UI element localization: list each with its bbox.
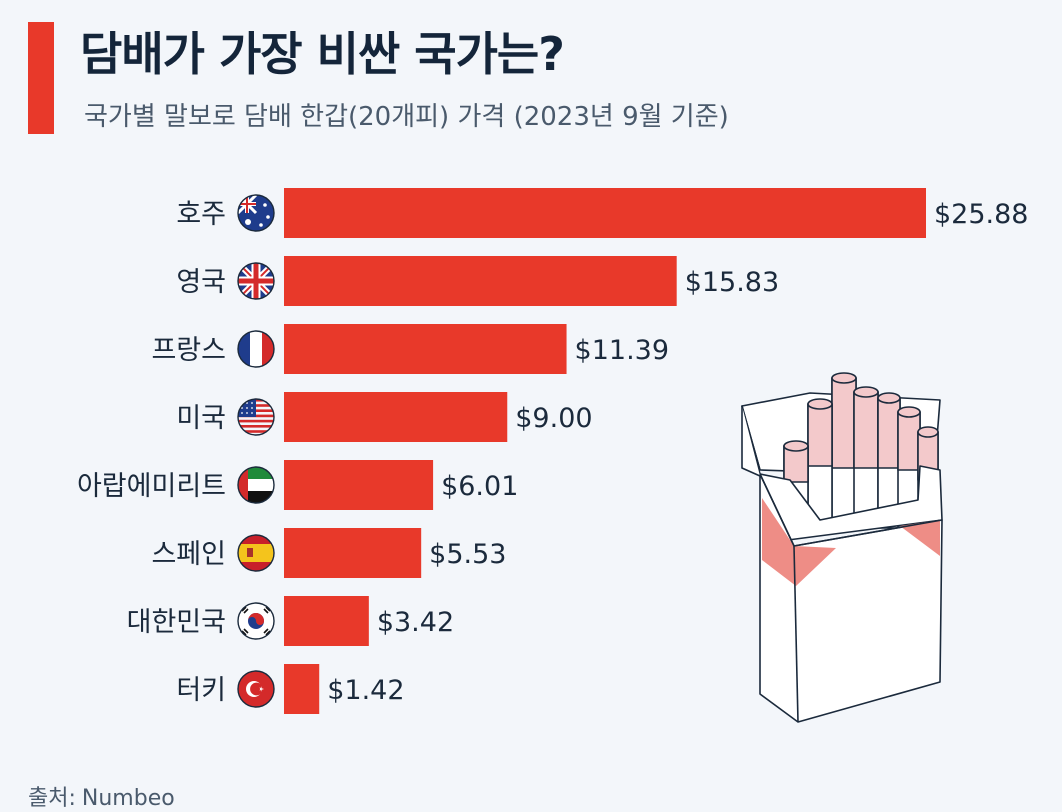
bar-turkey: [284, 664, 320, 714]
bars-layer: 호주 $25.88 영국 $15.83 프랑스 $11.39 미국 $9.00 아랍에미리트 $6…: [77, 188, 1028, 714]
bar-uae: [284, 460, 434, 510]
source-note: 출처: Numbeo: [28, 780, 175, 812]
category-label-korea: 대한민국: [127, 607, 226, 638]
turkey-flag-icon: [237, 670, 275, 708]
source-value: Numbeo: [81, 786, 175, 811]
value-label-australia: $25.88: [934, 199, 1028, 230]
category-label-australia: 호주: [176, 199, 226, 230]
source-label: 출처:: [28, 786, 76, 811]
category-label-uae: 아랍에미리트: [77, 471, 226, 502]
australia-flag-icon: [237, 194, 275, 232]
value-label-uae: $6.01: [441, 471, 518, 502]
bar-korea: [284, 596, 369, 646]
bar-uk: [284, 256, 677, 306]
value-label-usa: $9.00: [515, 403, 592, 434]
page-title: 담배가 가장 비싼 국가는?: [80, 27, 565, 81]
category-label-turkey: 터키: [176, 675, 226, 706]
value-label-turkey: $1.42: [327, 675, 404, 706]
bar-australia: [284, 188, 926, 238]
cigarette-pack-illustration: [741, 372, 943, 723]
usa-flag-icon: [237, 398, 275, 436]
spain-flag-icon: [237, 534, 275, 572]
value-label-korea: $3.42: [377, 607, 454, 638]
bar-france: [284, 324, 567, 374]
bar-spain: [284, 528, 422, 578]
value-label-uk: $15.83: [685, 267, 779, 298]
title-accent-bar: [28, 22, 54, 134]
page-subtitle: 국가별 말보로 담배 한갑(20개피) 가격 (2023년 9월 기준): [84, 102, 729, 132]
value-label-spain: $5.53: [429, 539, 506, 570]
category-label-uk: 영국: [176, 267, 226, 298]
uae-flag-icon: [237, 466, 275, 504]
france-flag-icon: [237, 330, 275, 368]
category-label-france: 프랑스: [151, 335, 226, 366]
category-label-usa: 미국: [176, 403, 226, 434]
korea-flag-icon: [237, 602, 275, 640]
bar-usa: [284, 392, 508, 442]
value-label-france: $11.39: [575, 335, 669, 366]
uk-flag-icon: [237, 262, 275, 300]
category-label-spain: 스페인: [151, 539, 226, 570]
